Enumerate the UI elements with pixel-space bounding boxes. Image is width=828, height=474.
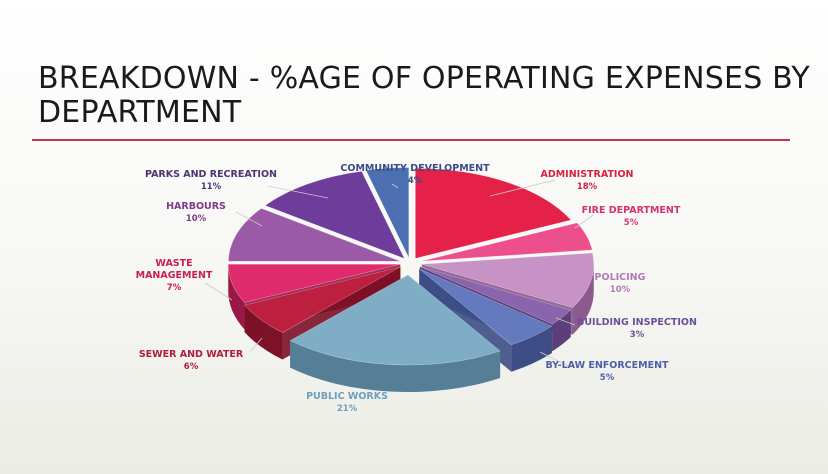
pie-slice-side <box>572 264 594 335</box>
slice-label-name: MANAGEMENT <box>136 270 213 281</box>
slide-title: BREAKDOWN - %AGE OF OPERATING EXPENSES B… <box>38 62 818 130</box>
slice-label-name: FIRE DEPARTMENT <box>582 205 681 216</box>
title-divider <box>32 139 790 141</box>
pie-tops <box>227 167 595 366</box>
slide-title-line1: BREAKDOWN - %AGE OF OPERATING EXPENSES B… <box>38 61 810 96</box>
pie-slice-policing <box>421 252 595 308</box>
slice-label-percent: 18% <box>577 182 598 192</box>
slice-label-name: PARKS AND RECREATION <box>145 169 277 180</box>
pie-slice-fire-department <box>421 222 593 262</box>
leader-line <box>235 211 263 227</box>
leader-line <box>391 183 399 189</box>
pie-slice-sewer-and-water <box>244 266 401 333</box>
slice-label-percent: 5% <box>624 218 639 228</box>
leader-line <box>539 351 571 368</box>
slice-label-percent: 10% <box>610 285 631 295</box>
leader-line <box>489 179 556 197</box>
leader-line <box>555 317 576 326</box>
pie-slice-parks-and-recreation <box>264 170 405 260</box>
slice-label-name: SEWER AND WATER <box>139 349 244 360</box>
slice-label-name: COMMUNITY DEVELOPMENT <box>340 163 490 174</box>
slice-label-name: HARBOURS <box>166 201 226 212</box>
slice-label-percent: 3% <box>630 330 645 340</box>
leader-line <box>249 337 263 353</box>
slide-title-line2: DEPARTMENT <box>38 95 242 130</box>
slice-label-name: POLICING <box>595 272 646 283</box>
leader-line <box>204 282 233 301</box>
slice-label-percent: 11% <box>201 182 222 192</box>
slice-label-percent: 6% <box>184 362 199 372</box>
pie-slice-side <box>290 340 501 393</box>
slice-label-name: PUBLIC WORKS <box>306 391 388 402</box>
leader-line <box>267 185 329 199</box>
pie-slice-building-inspection <box>419 266 572 325</box>
slice-label-percent: 10% <box>186 214 207 224</box>
pie-slice-administration <box>415 168 572 259</box>
pie-labels: ADMINISTRATION 18% FIRE DEPARTMENT 5% POLICI… <box>136 163 697 414</box>
pie-slice-community-development <box>365 167 410 258</box>
slice-label-name: WASTE <box>155 258 192 269</box>
pie-slice-by-law-enforcement <box>419 268 553 346</box>
pie-slice-waste-management <box>227 263 401 303</box>
slice-label-name: ADMINISTRATION <box>540 169 633 180</box>
pie-slice-side <box>228 264 245 330</box>
pie-slice-harbours <box>228 208 401 262</box>
slice-label-percent: 21% <box>337 404 358 414</box>
leader-line <box>574 214 594 229</box>
slice-label-percent: 4% <box>408 176 423 186</box>
pie-slice-public-works <box>289 274 501 366</box>
slice-label-percent: 7% <box>167 283 182 293</box>
slice-label-percent: 5% <box>600 373 615 383</box>
slice-label-name: BY-LAW ENFORCEMENT <box>545 360 669 371</box>
slice-label-name: BUILDING INSPECTION <box>577 317 697 328</box>
